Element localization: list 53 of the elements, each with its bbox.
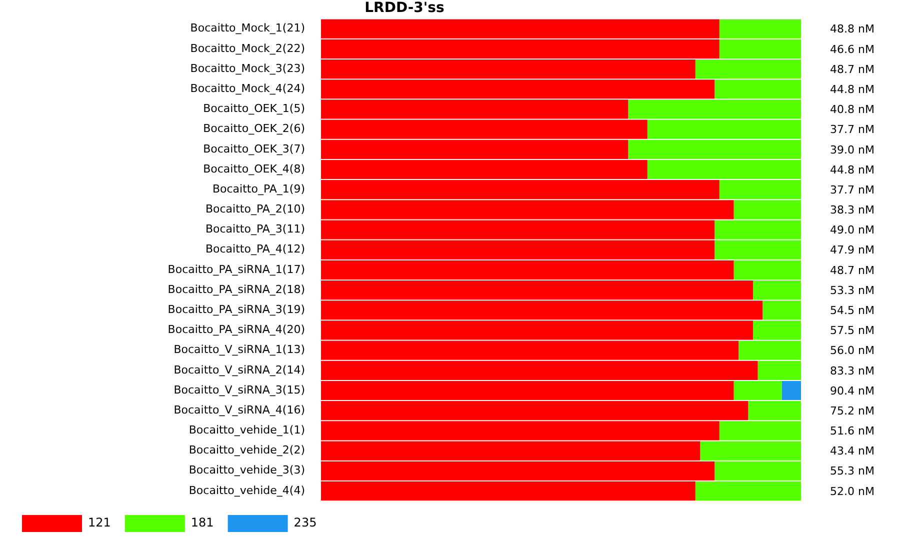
y-tick-label: Bocaitto_Mock_4(24) xyxy=(190,82,305,95)
y-tick-label: Bocaitto_OEK_2(6) xyxy=(203,122,305,136)
y-tick-label: Bocaitto_vehide_3(3) xyxy=(188,464,305,477)
legend-label: 235 xyxy=(294,516,317,530)
text: 40.8 nM xyxy=(830,103,874,116)
y-tick-label: Bocaitto_OEK_4(8) xyxy=(203,162,305,176)
bar xyxy=(782,380,801,400)
text: 48.7 nM xyxy=(830,264,874,277)
text: 56.0 nM xyxy=(830,344,874,358)
legend-label: 181 xyxy=(190,516,214,530)
y-tick-label: Bocaitto_V_siRNA_3(15) xyxy=(174,383,305,396)
y-tick-label: Bocaitto_Mock_2(22) xyxy=(190,42,305,55)
text: 57.5 nM xyxy=(830,324,874,338)
text: 90.4 nM xyxy=(830,384,874,398)
chart-title: LRDD-3'ss xyxy=(364,0,444,16)
text: 83.3 nM xyxy=(830,364,874,378)
y-tick-label: Bocaitto_V_siRNA_1(13) xyxy=(174,343,305,356)
y-tick-label: Bocaitto_PA_siRNA_2(18) xyxy=(168,282,305,296)
text: 44.8 nM xyxy=(830,163,874,176)
legend-label: 121 xyxy=(88,516,111,530)
text: 37.7 nM xyxy=(830,123,874,136)
text: 48.8 nM xyxy=(830,22,874,36)
text: 49.0 nM xyxy=(830,224,874,237)
y-tick-label: Bocaitto_Mock_3(23) xyxy=(190,62,305,75)
y-tick-label: Bocaitto_vehide_4(4) xyxy=(188,484,305,497)
y-tick-label: Bocaitto_PA_2(10) xyxy=(205,202,305,216)
text: 39.0 nM xyxy=(830,143,874,156)
text: 54.5 nM xyxy=(830,304,874,317)
text: 55.3 nM xyxy=(830,464,874,478)
text: 46.6 nM xyxy=(830,42,874,56)
text: 52.0 nM xyxy=(830,484,874,498)
y-tick-label: Bocaitto_PA_siRNA_1(17) xyxy=(168,262,305,276)
y-tick-label: Bocaitto_OEK_1(5) xyxy=(203,102,305,116)
text: 47.9 nM xyxy=(830,244,874,257)
y-tick-label: Bocaitto_PA_siRNA_3(19) xyxy=(168,302,305,316)
text: 48.7 nM xyxy=(830,62,874,76)
y-tick-label: Bocaitto_PA_4(12) xyxy=(205,242,305,256)
text: 51.6 nM xyxy=(830,424,874,438)
text: 44.8 nM xyxy=(830,82,874,96)
y-tick-label: Bocaitto_OEK_3(7) xyxy=(203,142,305,156)
text: 43.4 nM xyxy=(830,444,874,458)
y-tick-label: Bocaitto_PA_siRNA_4(20) xyxy=(168,323,305,336)
text: 75.2 nM xyxy=(830,404,874,418)
text: 37.7 nM xyxy=(830,183,874,196)
y-tick-label: Bocaitto_V_siRNA_4(16) xyxy=(174,403,305,416)
y-tick-label: Bocaitto_vehide_2(2) xyxy=(188,444,305,457)
y-tick-label: Bocaitto_PA_3(11) xyxy=(205,222,305,236)
y-tick-label: Bocaitto_V_siRNA_2(14) xyxy=(174,363,305,376)
y-tick-label: Bocaitto_vehide_1(1) xyxy=(188,424,305,437)
text: 38.3 nM xyxy=(830,204,874,217)
y-tick-label: Bocaitto_Mock_1(21) xyxy=(190,22,305,35)
y-tick-label: Bocaitto_PA_1(9) xyxy=(212,182,305,196)
text: 53.3 nM xyxy=(830,284,874,297)
